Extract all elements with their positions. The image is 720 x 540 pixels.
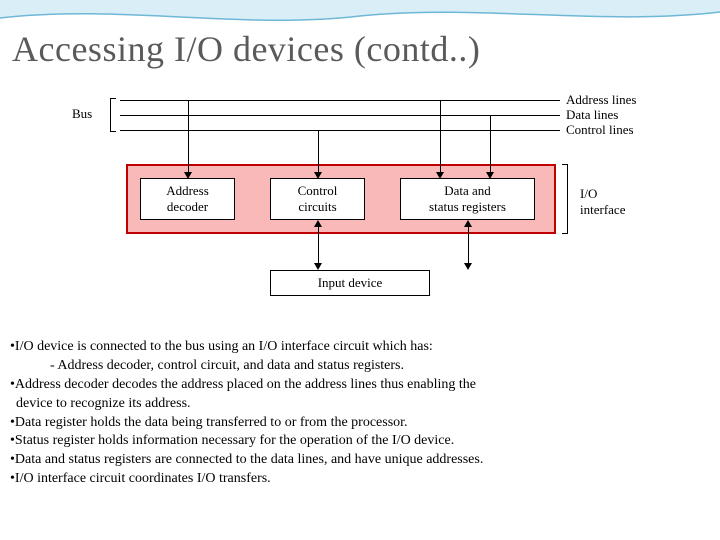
bullet-text: I/O device is connected to the bus using…	[15, 339, 433, 354]
address-line	[120, 100, 560, 101]
arrow-down-2	[314, 172, 322, 179]
arrow-down-4	[486, 172, 494, 179]
arrow-up-b1	[314, 220, 322, 227]
arrow-down-b2	[464, 263, 472, 270]
arrow-line-4	[490, 115, 491, 172]
bullet-text: Address decoder decodes the address plac…	[15, 377, 476, 392]
input-device-box: Input device	[270, 270, 430, 296]
list-item: •Data and status registers are connected…	[10, 451, 710, 470]
bus-bracket	[110, 98, 116, 132]
input-device-label: Input device	[318, 275, 383, 291]
io-interface-label: I/O interface	[580, 186, 625, 218]
bus-label: Bus	[72, 106, 92, 122]
io-bracket	[562, 164, 568, 234]
data-line	[120, 115, 560, 116]
control-lines-label: Control lines	[566, 122, 634, 138]
address-decoder: Address decoder	[140, 178, 235, 220]
arrow-line-1	[188, 100, 189, 172]
list-item: device to recognize its address.	[10, 395, 710, 414]
list-item: •Status register holds information neces…	[10, 432, 710, 451]
list-item: •I/O device is connected to the bus usin…	[10, 338, 710, 357]
list-item: •Data register holds the data being tran…	[10, 414, 710, 433]
data-status-label: Data and status registers	[429, 183, 506, 214]
control-circuits: Control circuits	[270, 178, 365, 220]
list-item: •Address decoder decodes the address pla…	[10, 376, 710, 395]
arrow-line-3	[440, 100, 441, 172]
arrow-line-2	[318, 130, 319, 172]
address-decoder-label: Address decoder	[166, 183, 209, 214]
bullet-text: Data and status registers are connected …	[15, 452, 483, 467]
bullet-list: •I/O device is connected to the bus usin…	[10, 338, 710, 489]
bidir-line-1	[318, 227, 319, 263]
bullet-text: Data register holds the data being trans…	[15, 415, 408, 430]
data-status-registers: Data and status registers	[400, 178, 535, 220]
page-title: Accessing I/O devices (contd..)	[12, 28, 480, 70]
bullet-text: I/O interface circuit coordinates I/O tr…	[15, 471, 271, 486]
data-lines-label: Data lines	[566, 107, 618, 123]
arrow-down-3	[436, 172, 444, 179]
header-wave	[0, 0, 720, 30]
bullet-text: device to recognize its address.	[16, 396, 191, 411]
control-line	[120, 130, 560, 131]
io-diagram: Bus Address lines Data lines Control lin…	[60, 90, 660, 320]
list-item: - Address decoder, control circuit, and …	[50, 357, 710, 376]
bidir-line-2	[468, 227, 469, 263]
list-item: •I/O interface circuit coordinates I/O t…	[10, 470, 710, 489]
arrow-down-b1	[314, 263, 322, 270]
bullet-text: - Address decoder, control circuit, and …	[50, 358, 404, 373]
arrow-down-1	[184, 172, 192, 179]
bullet-text: Status register holds information necess…	[15, 433, 454, 448]
control-circuits-label: Control circuits	[298, 183, 338, 214]
address-lines-label: Address lines	[566, 92, 636, 108]
arrow-up-b2	[464, 220, 472, 227]
